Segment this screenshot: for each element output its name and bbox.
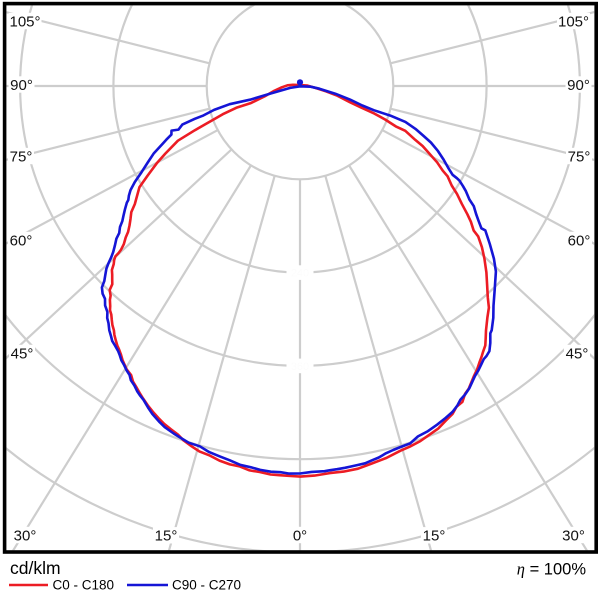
- svg-text:45°: 45°: [11, 345, 34, 362]
- svg-text:45°: 45°: [566, 345, 589, 362]
- svg-text:90°: 90°: [567, 77, 590, 94]
- svg-text:360: 360: [291, 361, 309, 373]
- svg-text:30°: 30°: [14, 527, 37, 544]
- svg-text:C90 - C270: C90 - C270: [172, 577, 241, 592]
- svg-text:90°: 90°: [10, 77, 33, 94]
- svg-text:15°: 15°: [155, 528, 178, 545]
- svg-text:105°: 105°: [9, 13, 40, 30]
- svg-text:C0 - C180: C0 - C180: [53, 577, 115, 592]
- svg-text:240: 240: [291, 268, 309, 280]
- svg-text:η = 100%: η = 100%: [517, 560, 587, 579]
- svg-text:105°: 105°: [558, 13, 589, 30]
- svg-text:15°: 15°: [423, 528, 446, 545]
- svg-text:75°: 75°: [568, 148, 591, 165]
- svg-text:60°: 60°: [10, 232, 33, 249]
- svg-text:0°: 0°: [293, 527, 307, 544]
- svg-text:30°: 30°: [562, 527, 585, 544]
- svg-text:cd/klm: cd/klm: [10, 558, 61, 578]
- svg-text:60°: 60°: [568, 232, 591, 249]
- svg-text:75°: 75°: [10, 148, 33, 165]
